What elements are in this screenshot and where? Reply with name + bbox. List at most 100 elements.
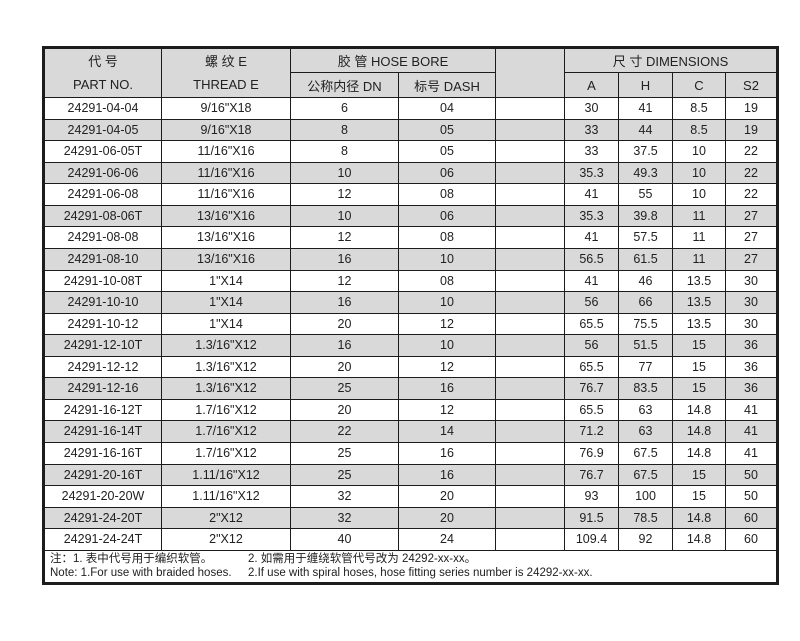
header-thread: 螺 纹 E THREAD E [161,47,291,98]
cell-dn: 12 [290,226,399,249]
cell-c: 10 [672,140,726,163]
cell-h: 92 [618,528,673,551]
table-row: 24291-08-08 13/16"X16 12 08 41 57.5 11 27 [43,226,779,249]
cell-c: 15 [672,463,726,487]
cell-s2: 36 [724,355,779,379]
cell-dash: 20 [398,506,496,530]
cell-part-no: 24291-16-14T [43,420,162,443]
cell-dn: 25 [290,463,399,487]
cell-spacer [495,355,565,379]
cell-h: 66 [618,291,673,314]
cell-dash: 16 [398,377,496,400]
cell-a: 35.3 [564,161,619,185]
cell-part-no: 24291-24-20T [43,506,162,530]
cell-c: 15 [672,355,726,379]
cell-dn: 22 [290,420,399,443]
header-a: A [564,72,619,98]
cell-part-no: 24291-20-16T [43,463,162,487]
cell-s2: 27 [724,204,779,228]
header-dn: 公称内径 DN [290,72,399,98]
cell-s2: 30 [724,269,779,293]
table-row: 24291-04-05 9/16"X18 8 05 33 44 8.5 19 [43,118,779,142]
cell-dn: 16 [290,247,399,271]
cell-a: 65.5 [564,312,619,336]
cell-c: 14.8 [672,398,726,422]
table-row: 24291-20-16T 1.11/16"X12 25 16 76.7 67.5 15 50 [43,463,779,487]
cell-a: 65.5 [564,355,619,379]
cell-dn: 20 [290,398,399,422]
cell-dash: 05 [398,140,496,163]
cell-spacer [495,204,565,228]
cell-thread: 1.7/16"X12 [161,442,291,465]
table-row: 24291-06-05T 11/16"X16 8 05 33 37.5 10 22 [43,140,779,163]
cell-s2: 27 [724,247,779,271]
note-line-zh: 注：1. 表中代号用于编织软管。 2. 如需用于缠绕软管代号改为 24292-x… [50,552,771,567]
note-line-en: Note: 1.For use with braided hoses. 2.If… [50,566,771,581]
cell-thread: 2"X12 [161,506,291,530]
table-row: 24291-16-16T 1.7/16"X12 25 16 76.9 67.5 14.8 41 [43,442,779,465]
cell-thread: 1"X14 [161,269,291,293]
cell-s2: 50 [724,485,779,508]
cell-s2: 41 [724,442,779,465]
cell-a: 76.7 [564,463,619,487]
cell-h: 100 [618,485,673,508]
cell-s2: 22 [724,140,779,163]
cell-spacer [495,463,565,487]
cell-dash: 08 [398,183,496,206]
cell-c: 14.8 [672,442,726,465]
cell-a: 56.5 [564,247,619,271]
cell-c: 14.8 [672,506,726,530]
cell-h: 46 [618,269,673,293]
cell-c: 14.8 [672,528,726,551]
cell-dn: 40 [290,528,399,551]
cell-part-no: 24291-06-08 [43,183,162,206]
table-row: 24291-12-12 1.3/16"X12 20 12 65.5 77 15 36 [43,355,779,379]
cell-dn: 20 [290,312,399,336]
cell-c: 11 [672,247,726,271]
cell-h: 67.5 [618,463,673,487]
cell-s2: 36 [724,334,779,357]
cell-a: 91.5 [564,506,619,530]
cell-h: 57.5 [618,226,673,249]
cell-c: 8.5 [672,97,726,120]
cell-spacer [495,334,565,357]
cell-spacer [495,269,565,293]
cell-spacer [495,183,565,206]
cell-dn: 20 [290,355,399,379]
header-s2: S2 [724,72,779,98]
table-row: 24291-16-12T 1.7/16"X12 20 12 65.5 63 14.8 41 [43,398,779,422]
table-row: 24291-10-10 1"X14 16 10 56 66 13.5 30 [43,291,779,314]
cell-dn: 10 [290,161,399,185]
cell-spacer [495,398,565,422]
cell-thread: 11/16"X16 [161,183,291,206]
table-header: 代 号 PART NO. 螺 纹 E THREAD E 胶 管 HOSE BOR… [43,47,779,98]
cell-part-no: 24291-04-05 [43,118,162,142]
header-dimensions: 尺 寸 DIMENSIONS [563,47,779,73]
header-part-no-en: PART NO. [73,77,133,92]
table-body: 24291-04-04 9/16"X18 6 04 30 41 8.5 19 24291-04-… [43,97,779,551]
cell-dash: 08 [398,226,496,249]
cell-s2: 41 [724,420,779,443]
cell-spacer [495,506,565,530]
table-row: 24291-12-16 1.3/16"X12 25 16 76.7 83.5 15 36 [43,377,779,400]
cell-dn: 6 [290,97,399,120]
cell-part-no: 24291-12-10T [43,334,162,357]
cell-part-no: 24291-06-05T [43,140,162,163]
table-footer: 注：1. 表中代号用于编织软管。 2. 如需用于缠绕软管代号改为 24292-x… [42,549,779,584]
cell-part-no: 24291-08-08 [43,226,162,249]
cell-h: 55 [618,183,673,206]
cell-a: 71.2 [564,420,619,443]
cell-h: 67.5 [618,442,673,465]
cell-a: 93 [564,485,619,508]
cell-thread: 1.3/16"X12 [161,334,291,357]
cell-spacer [495,118,565,142]
cell-h: 41 [618,97,673,120]
cell-s2: 60 [724,528,779,551]
cell-dash: 10 [398,291,496,314]
cell-a: 35.3 [564,204,619,228]
table-row: 24291-10-08T 1"X14 12 08 41 46 13.5 30 [43,269,779,293]
cell-s2: 36 [724,377,779,400]
cell-dn: 32 [290,485,399,508]
cell-h: 61.5 [618,247,673,271]
cell-dash: 16 [398,463,496,487]
